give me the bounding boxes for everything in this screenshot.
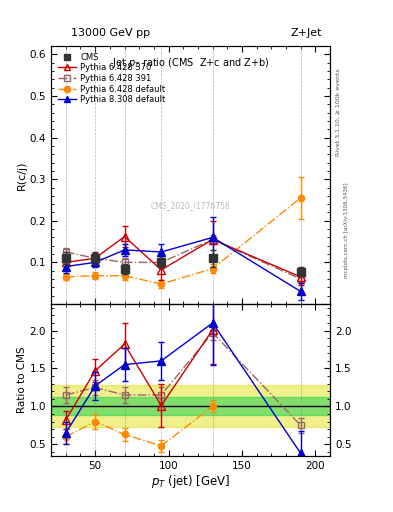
Bar (51, 397, 330, 415)
Text: mcplots.cern.ch [arXiv:1306.3436]: mcplots.cern.ch [arXiv:1306.3436] (344, 183, 349, 278)
Text: Z+Jet: Z+Jet (291, 28, 322, 38)
Text: Rivet 3.1.10, ≥ 100k events: Rivet 3.1.10, ≥ 100k events (336, 69, 341, 157)
Legend: CMS, Pythia 6.428 370, Pythia 6.428 391, Pythia 6.428 default, Pythia 8.308 defa: CMS, Pythia 6.428 370, Pythia 6.428 391,… (55, 50, 168, 107)
Y-axis label: Ratio to CMS: Ratio to CMS (17, 347, 27, 413)
Text: 13000 GeV pp: 13000 GeV pp (71, 28, 150, 38)
X-axis label: $p_T$ (jet) [GeV]: $p_T$ (jet) [GeV] (151, 473, 230, 490)
Text: Jet $p_T$ ratio (CMS  Z+c and Z+b): Jet $p_T$ ratio (CMS Z+c and Z+b) (112, 56, 270, 70)
Text: CMS_2020_I1776758: CMS_2020_I1776758 (151, 202, 230, 210)
Bar (51, 385, 330, 427)
Y-axis label: R(c/j): R(c/j) (17, 160, 27, 190)
